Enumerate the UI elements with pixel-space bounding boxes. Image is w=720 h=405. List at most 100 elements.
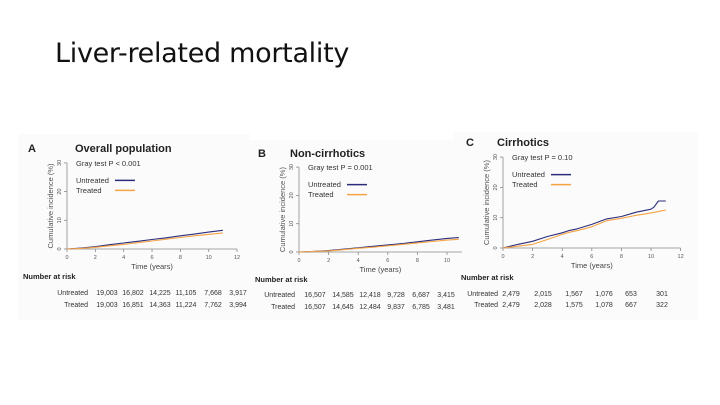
y-tick-label: 10 (289, 221, 295, 227)
y-tick-label: 0 (493, 246, 499, 249)
panel-a-background (18, 134, 250, 320)
panel-b-background (250, 140, 455, 320)
risk-cell: 16,851 (122, 302, 144, 309)
x-tick-label: 6 (150, 255, 153, 261)
risk-row-label: Untreated (264, 292, 295, 299)
x-axis-title: Time (years) (131, 262, 173, 271)
risk-cell: 1,076 (595, 291, 613, 298)
x-tick-label: 2 (94, 255, 97, 261)
x-tick-label: 10 (444, 258, 450, 264)
risk-cell: 19,003 (96, 290, 118, 297)
x-axis-title: Time (years) (571, 261, 613, 270)
risk-cell: 7,668 (204, 290, 222, 297)
risk-cell: 1,078 (595, 302, 613, 309)
x-tick-label: 2 (531, 254, 534, 260)
risk-cell: 14,585 (332, 292, 354, 299)
risk-cell: 3,415 (437, 292, 455, 299)
risk-cell: 19,003 (96, 302, 118, 309)
risk-cell: 16,507 (304, 304, 326, 311)
risk-cell: 14,363 (149, 302, 171, 309)
x-tick-label: 8 (620, 254, 623, 260)
legend-label-untreated: Untreated (76, 176, 109, 185)
panel-label: A (28, 143, 36, 155)
x-tick-label: 12 (234, 255, 240, 261)
y-tick-label: 0 (57, 247, 63, 250)
y-axis-title: Cumulative incidence (%) (482, 160, 491, 246)
y-axis-title: Cumulative incidence (%) (46, 163, 55, 249)
risk-row-label: Treated (271, 304, 295, 311)
risk-cell: 6,687 (412, 292, 430, 299)
risk-row-label: Untreated (467, 291, 498, 298)
risk-row-label: Treated (474, 302, 498, 309)
legend-label-treated: Treated (76, 186, 102, 195)
y-tick-label: 10 (493, 215, 499, 221)
y-tick-label: 30 (57, 160, 63, 166)
x-tick-label: 10 (648, 254, 654, 260)
x-tick-label: 2 (327, 258, 330, 264)
y-tick-label: 10 (57, 217, 63, 223)
risk-cell: 3,917 (229, 290, 247, 297)
risk-cell: 14,225 (149, 290, 171, 297)
risk-table-title: Number at risk (255, 275, 308, 284)
y-tick-label: 20 (289, 192, 295, 198)
x-tick-label: 4 (122, 255, 125, 261)
x-tick-label: 4 (561, 254, 564, 260)
risk-cell: 9,728 (387, 292, 405, 299)
y-tick-label: 30 (289, 164, 295, 170)
risk-cell: 16,507 (304, 292, 326, 299)
risk-cell: 14,645 (332, 304, 354, 311)
x-tick-label: 6 (386, 258, 389, 264)
x-tick-label: 0 (501, 254, 504, 260)
slide-title: Liver-related mortality (55, 38, 350, 69)
legend-label-untreated: Untreated (308, 180, 341, 189)
x-tick-label: 4 (357, 258, 360, 264)
risk-cell: 2,015 (534, 291, 552, 298)
risk-cell: 12,484 (359, 304, 381, 311)
series-line-treated (66, 232, 223, 250)
risk-cell: 1,575 (565, 302, 583, 309)
risk-table-title: Number at risk (461, 273, 514, 282)
series-line-untreated (298, 237, 459, 253)
gray-test-annotation: Gray test P = 0.10 (512, 153, 573, 162)
risk-cell: 7,762 (204, 302, 222, 309)
risk-cell: 12,418 (359, 292, 381, 299)
x-tick-label: 8 (416, 258, 419, 264)
legend-label-treated: Treated (308, 190, 334, 199)
x-axis-title: Time (years) (359, 265, 401, 274)
x-tick-label: 0 (297, 258, 300, 264)
risk-cell: 1,567 (565, 291, 583, 298)
chart-title: Non-cirrhotics (290, 148, 365, 160)
gray-test-annotation: Gray test P = 0.001 (308, 163, 373, 172)
y-tick-label: 30 (493, 154, 499, 160)
risk-cell: 16,802 (122, 290, 144, 297)
legend-label-treated: Treated (512, 180, 538, 189)
x-tick-label: 12 (678, 254, 684, 260)
risk-row-label: Treated (64, 302, 88, 309)
risk-cell: 2,028 (534, 302, 552, 309)
y-tick-label: 20 (57, 189, 63, 195)
risk-cell: 301 (656, 291, 668, 298)
x-tick-label: 8 (179, 255, 182, 261)
risk-table-title: Number at risk (23, 272, 76, 281)
legend-label-untreated: Untreated (512, 170, 545, 179)
y-tick-label: 20 (493, 184, 499, 190)
panel-label: B (258, 148, 266, 160)
risk-cell: 6,785 (412, 304, 430, 311)
risk-cell: 11,105 (176, 290, 197, 297)
risk-row-label: Untreated (57, 290, 88, 297)
chart-title: Cirrhotics (497, 137, 549, 149)
risk-cell: 3,481 (437, 304, 455, 311)
risk-cell: 11,224 (176, 302, 197, 309)
y-axis-title: Cumulative incidence (%) (278, 167, 287, 253)
risk-cell: 9,837 (387, 304, 405, 311)
x-tick-label: 10 (206, 255, 212, 261)
x-tick-label: 6 (590, 254, 593, 260)
risk-cell: 667 (625, 302, 637, 309)
series-line-untreated (502, 200, 666, 249)
y-tick-label: 0 (289, 250, 295, 253)
gray-test-annotation: Gray test P < 0.001 (76, 159, 141, 168)
